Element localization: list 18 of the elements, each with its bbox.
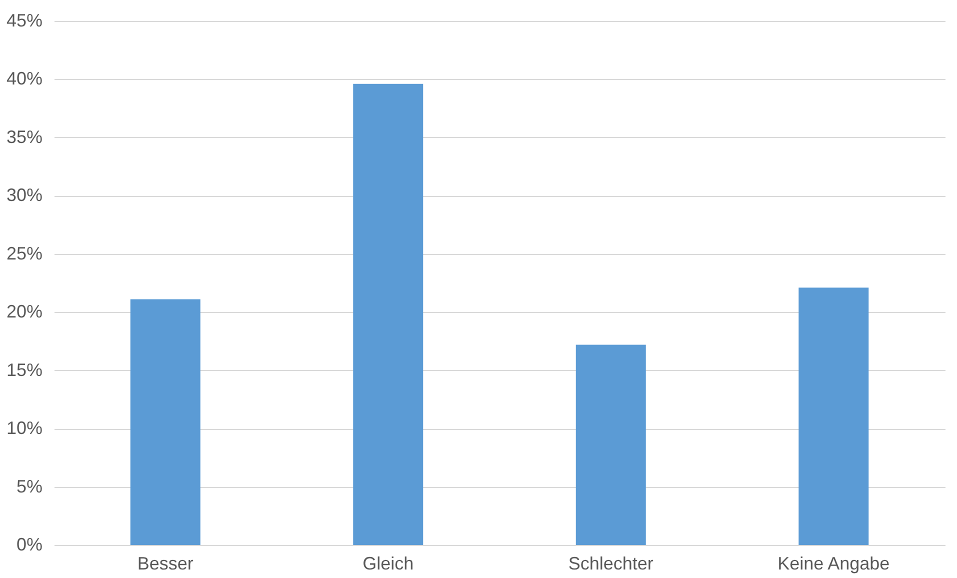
y-tick-label: 15% xyxy=(6,360,42,380)
y-tick-label: 30% xyxy=(6,185,42,206)
x-tick-label: Keine Angabe xyxy=(778,554,890,574)
y-tick-label: 35% xyxy=(6,126,42,147)
bar xyxy=(576,344,646,545)
y-tick-label: 25% xyxy=(6,243,42,264)
bar xyxy=(130,299,200,545)
y-tick-label: 20% xyxy=(6,302,42,322)
y-tick-label: 40% xyxy=(6,68,42,89)
x-tick-label: Gleich xyxy=(362,554,414,574)
x-tick-label: Besser xyxy=(137,554,194,574)
y-tick-label: 0% xyxy=(16,534,42,554)
x-tick-label: Schlechter xyxy=(568,554,654,574)
y-tick-label: 10% xyxy=(6,418,42,438)
bar xyxy=(798,288,869,545)
bar xyxy=(353,84,424,545)
y-tick-label: 45% xyxy=(6,10,42,30)
y-tick-label: 5% xyxy=(16,476,42,496)
